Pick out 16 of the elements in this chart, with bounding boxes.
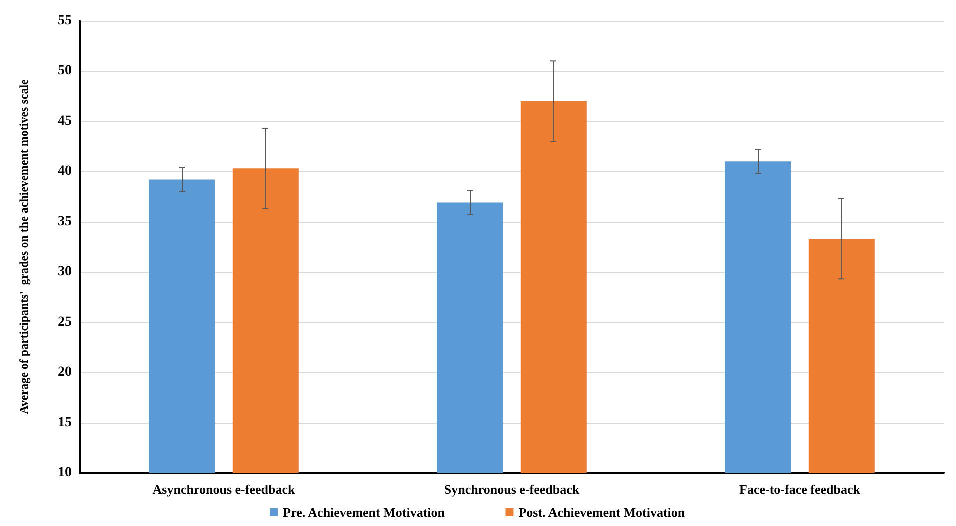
y-tick-label: 20 (58, 365, 72, 380)
y-axis-title: Average of participants' grades on the achievement motives scale (17, 78, 31, 414)
y-tick-label: 55 (58, 14, 72, 28)
y-tick-label: 30 (58, 264, 72, 280)
legend-label: Pre. Achievement Motivation (283, 505, 446, 520)
y-tick-label: 50 (58, 64, 72, 79)
y-tick-label: 10 (58, 466, 72, 480)
x-tick-label: Face-to-face feedback (740, 482, 862, 497)
x-tick-label: Asynchronous e-feedback (152, 482, 296, 497)
y-tick-label: 25 (58, 314, 72, 330)
x-tick-label: Synchronous e-feedback (444, 482, 580, 497)
y-tick-label: 40 (58, 164, 72, 180)
y-tick-label: 35 (58, 214, 72, 230)
legend-label: Post. Achievement Motivation (518, 505, 686, 520)
y-tick-label: 15 (58, 415, 72, 430)
y-tick-label: 45 (58, 114, 72, 129)
